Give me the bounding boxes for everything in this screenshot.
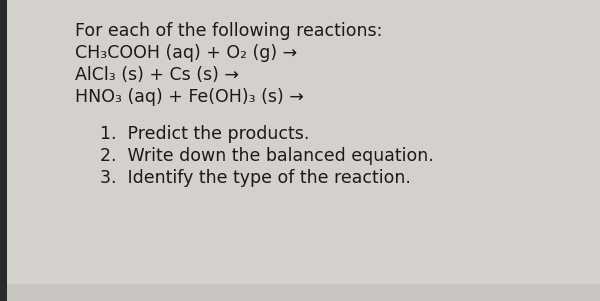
Text: HNO₃ (aq) + Fe(OH)₃ (s) →: HNO₃ (aq) + Fe(OH)₃ (s) → bbox=[75, 88, 304, 106]
Text: 1.  Predict the products.: 1. Predict the products. bbox=[100, 125, 310, 143]
Text: 3.  Identify the type of the reaction.: 3. Identify the type of the reaction. bbox=[100, 169, 411, 187]
Text: AlCl₃ (s) + Cs (s) →: AlCl₃ (s) + Cs (s) → bbox=[75, 66, 239, 84]
Text: 2.  Write down the balanced equation.: 2. Write down the balanced equation. bbox=[100, 147, 434, 165]
Text: Edit    View    Insert    Format    Tools    Table: Edit View Insert Format Tools Table bbox=[169, 287, 431, 299]
Text: CH₃COOH (aq) + O₂ (g) →: CH₃COOH (aq) + O₂ (g) → bbox=[75, 44, 297, 62]
Text: For each of the following reactions:: For each of the following reactions: bbox=[75, 22, 382, 40]
